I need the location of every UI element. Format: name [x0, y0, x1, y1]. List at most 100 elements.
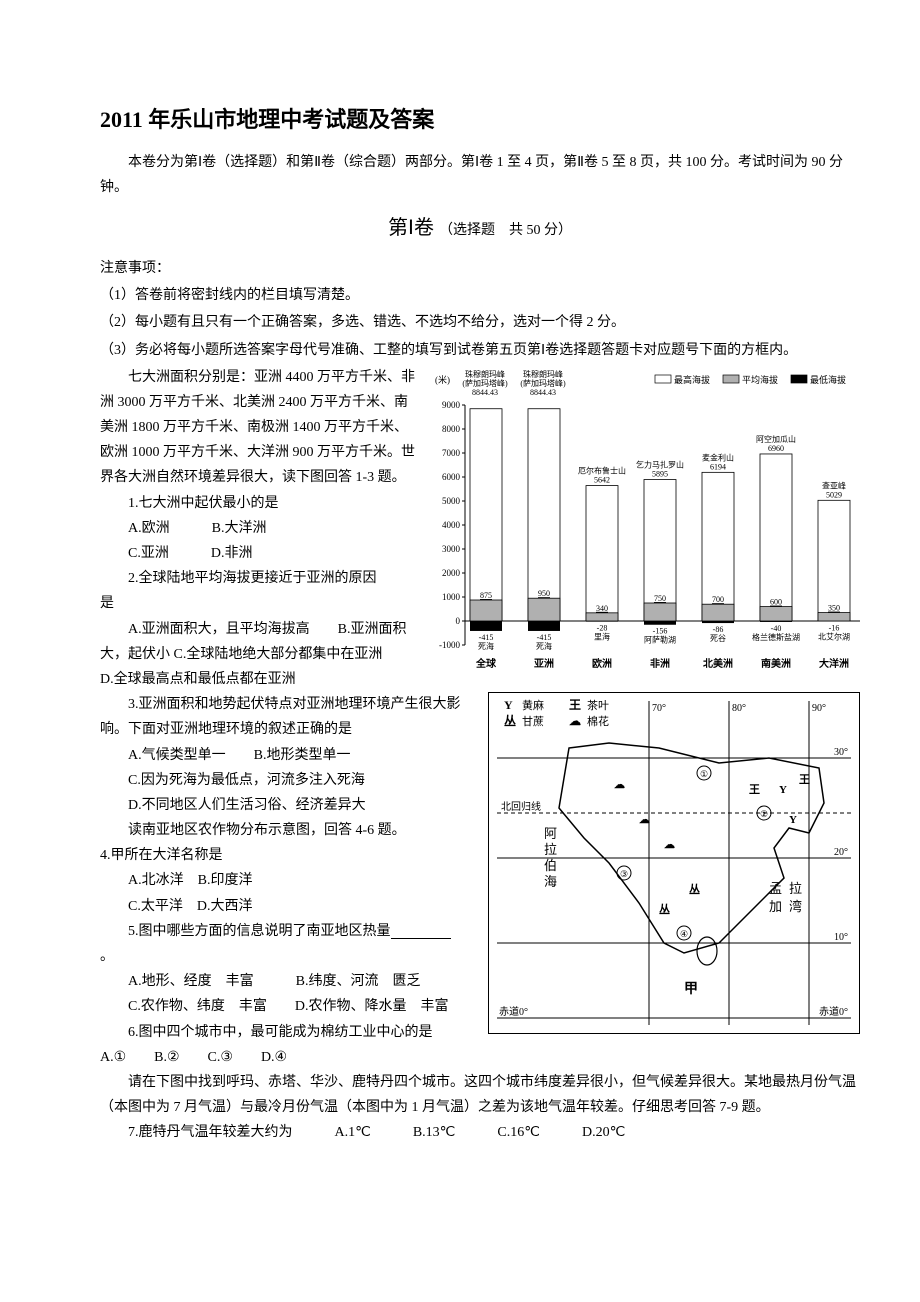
svg-text:5895: 5895 [652, 469, 668, 478]
svg-text:王: 王 [749, 783, 760, 796]
south-asia-map: Y黄麻王茶叶丛甘蔗☁棉花70°80°90°30°20°10°赤道0°赤道0°北回… [488, 692, 860, 1034]
svg-text:茶叶: 茶叶 [587, 699, 609, 712]
blank-line [391, 924, 451, 939]
svg-text:875: 875 [480, 591, 492, 600]
svg-text:加: 加 [769, 899, 782, 914]
svg-text:赤道0°: 赤道0° [819, 1005, 848, 1018]
svg-text:8000: 8000 [442, 424, 461, 434]
svg-text:6000: 6000 [442, 472, 461, 482]
svg-text:丛: 丛 [504, 713, 516, 728]
svg-text:☁: ☁ [569, 714, 581, 728]
svg-text:340: 340 [596, 604, 608, 613]
svg-text:80°: 80° [732, 703, 746, 714]
svg-text:王: 王 [569, 698, 581, 712]
svg-text:阿: 阿 [544, 826, 557, 841]
section-1-title: 第Ⅰ卷 （选择题 共 50 分） [100, 210, 860, 246]
svg-text:750: 750 [654, 594, 666, 603]
svg-text:拉: 拉 [544, 842, 557, 857]
svg-text:拉: 拉 [789, 881, 802, 896]
svg-text:甘蔗: 甘蔗 [522, 715, 544, 728]
passage-3: 请在下图中找到呼玛、赤塔、华沙、鹿特丹四个城市。这四个城市纬度差异很小，但气候差… [100, 1070, 860, 1120]
svg-text:③: ③ [620, 869, 628, 879]
svg-text:全球: 全球 [475, 657, 497, 670]
svg-text:②: ② [760, 809, 768, 819]
svg-text:里海: 里海 [594, 631, 610, 641]
svg-text:伯: 伯 [544, 858, 557, 873]
svg-text:-415: -415 [537, 633, 552, 642]
svg-text:3000: 3000 [442, 544, 461, 554]
svg-text:④: ④ [680, 929, 688, 939]
svg-text:棉花: 棉花 [587, 714, 609, 728]
svg-text:700: 700 [712, 595, 724, 604]
svg-text:5029: 5029 [826, 490, 842, 499]
notice-3: （3）务必将每小题所选答案字母代号准确、工整的填写到试卷第五页第Ⅰ卷选择题答题卡… [100, 338, 860, 363]
svg-text:海: 海 [544, 874, 557, 889]
svg-text:死海: 死海 [478, 641, 494, 651]
svg-text:北回归线: 北回归线 [501, 800, 541, 813]
svg-text:350: 350 [828, 603, 840, 612]
intro-text: 本卷分为第Ⅰ卷（选择题）和第Ⅱ卷（综合题）两部分。第Ⅰ卷 1 至 4 页，第Ⅱ卷… [100, 150, 860, 200]
bar-chart-svg: (米)-100001000200030004000500060007000800… [430, 365, 860, 675]
svg-text:9000: 9000 [442, 400, 461, 410]
svg-text:70°: 70° [652, 703, 666, 714]
svg-text:非洲: 非洲 [650, 657, 670, 670]
page-title: 2011 年乐山市地理中考试题及答案 [100, 100, 860, 140]
elevation-chart: (米)-100001000200030004000500060007000800… [430, 365, 860, 675]
svg-text:孟: 孟 [769, 881, 782, 896]
svg-text:湾: 湾 [789, 899, 802, 914]
svg-text:甲: 甲 [684, 981, 698, 997]
svg-text:6194: 6194 [710, 462, 726, 471]
svg-text:-1000: -1000 [439, 640, 460, 650]
svg-text:-86: -86 [713, 625, 724, 634]
svg-text:格兰德斯盐湖: 格兰德斯盐湖 [752, 632, 800, 642]
svg-text:亚洲: 亚洲 [534, 658, 554, 670]
svg-text:①: ① [700, 769, 708, 779]
svg-text:大洋洲: 大洋洲 [819, 657, 849, 670]
svg-text:黄麻: 黄麻 [522, 698, 544, 712]
svg-text:北美洲: 北美洲 [703, 657, 733, 670]
svg-text:最低海拔: 最低海拔 [810, 374, 846, 385]
svg-text:☁: ☁ [639, 814, 650, 826]
svg-text:Y: Y [504, 698, 513, 712]
svg-text:☁: ☁ [614, 779, 625, 791]
svg-text:Y: Y [789, 814, 797, 826]
svg-text:0: 0 [456, 616, 461, 626]
section-1-subtitle: （选择题 共 50 分） [439, 223, 572, 238]
svg-text:-28: -28 [597, 623, 608, 632]
svg-text:-156: -156 [653, 626, 668, 635]
svg-text:-415: -415 [479, 633, 494, 642]
svg-text:7000: 7000 [442, 448, 461, 458]
svg-text:查亚峰: 查亚峰 [822, 480, 846, 490]
svg-text:30°: 30° [834, 747, 848, 758]
svg-text:丛: 丛 [659, 902, 670, 916]
svg-text:最高海拔: 最高海拔 [674, 374, 710, 385]
svg-text:厄尔布鲁士山: 厄尔布鲁士山 [578, 465, 626, 475]
svg-text:麦金利山: 麦金利山 [702, 452, 734, 462]
svg-text:5642: 5642 [594, 475, 610, 484]
svg-text:5000: 5000 [442, 496, 461, 506]
svg-text:北艾尔湖: 北艾尔湖 [818, 631, 850, 641]
svg-text:珠穆朗玛峰: 珠穆朗玛峰 [523, 369, 563, 379]
svg-text:600: 600 [770, 597, 782, 606]
svg-text:90°: 90° [812, 703, 826, 714]
notice-label: 注意事项： [100, 256, 860, 281]
svg-text:阿空加瓜山: 阿空加瓜山 [756, 434, 796, 444]
question-7: 7.鹿特丹气温年较差大约为 A.1℃ B.13℃ C.16℃ D.20℃ [100, 1120, 860, 1145]
svg-text:(萨加玛塔峰): (萨加玛塔峰) [462, 378, 508, 388]
map-svg: Y黄麻王茶叶丛甘蔗☁棉花70°80°90°30°20°10°赤道0°赤道0°北回… [489, 693, 859, 1033]
svg-text:平均海拔: 平均海拔 [742, 374, 778, 385]
svg-text:Y: Y [779, 784, 787, 796]
notice-1: （1）答卷前将密封线内的栏目填写清楚。 [100, 283, 860, 308]
svg-text:☁: ☁ [664, 839, 675, 851]
svg-text:6960: 6960 [768, 444, 784, 453]
svg-text:2000: 2000 [442, 568, 461, 578]
svg-text:10°: 10° [834, 932, 848, 943]
svg-text:4000: 4000 [442, 520, 461, 530]
svg-text:1000: 1000 [442, 592, 461, 602]
svg-text:8844.43: 8844.43 [472, 388, 498, 397]
svg-text:-16: -16 [829, 623, 840, 632]
svg-text:乞力马扎罗山: 乞力马扎罗山 [636, 459, 684, 469]
svg-text:王: 王 [799, 773, 810, 786]
svg-text:950: 950 [538, 589, 550, 598]
notice-2: （2）每小题有且只有一个正确答案，多选、错选、不选均不给分，选对一个得 2 分。 [100, 310, 860, 335]
